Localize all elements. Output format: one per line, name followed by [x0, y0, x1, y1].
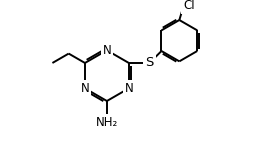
Text: NH₂: NH₂	[96, 116, 118, 129]
Text: Cl: Cl	[183, 0, 195, 12]
Text: N: N	[81, 82, 89, 95]
Text: S: S	[145, 56, 154, 70]
Text: N: N	[103, 44, 111, 57]
Text: N: N	[125, 82, 133, 95]
